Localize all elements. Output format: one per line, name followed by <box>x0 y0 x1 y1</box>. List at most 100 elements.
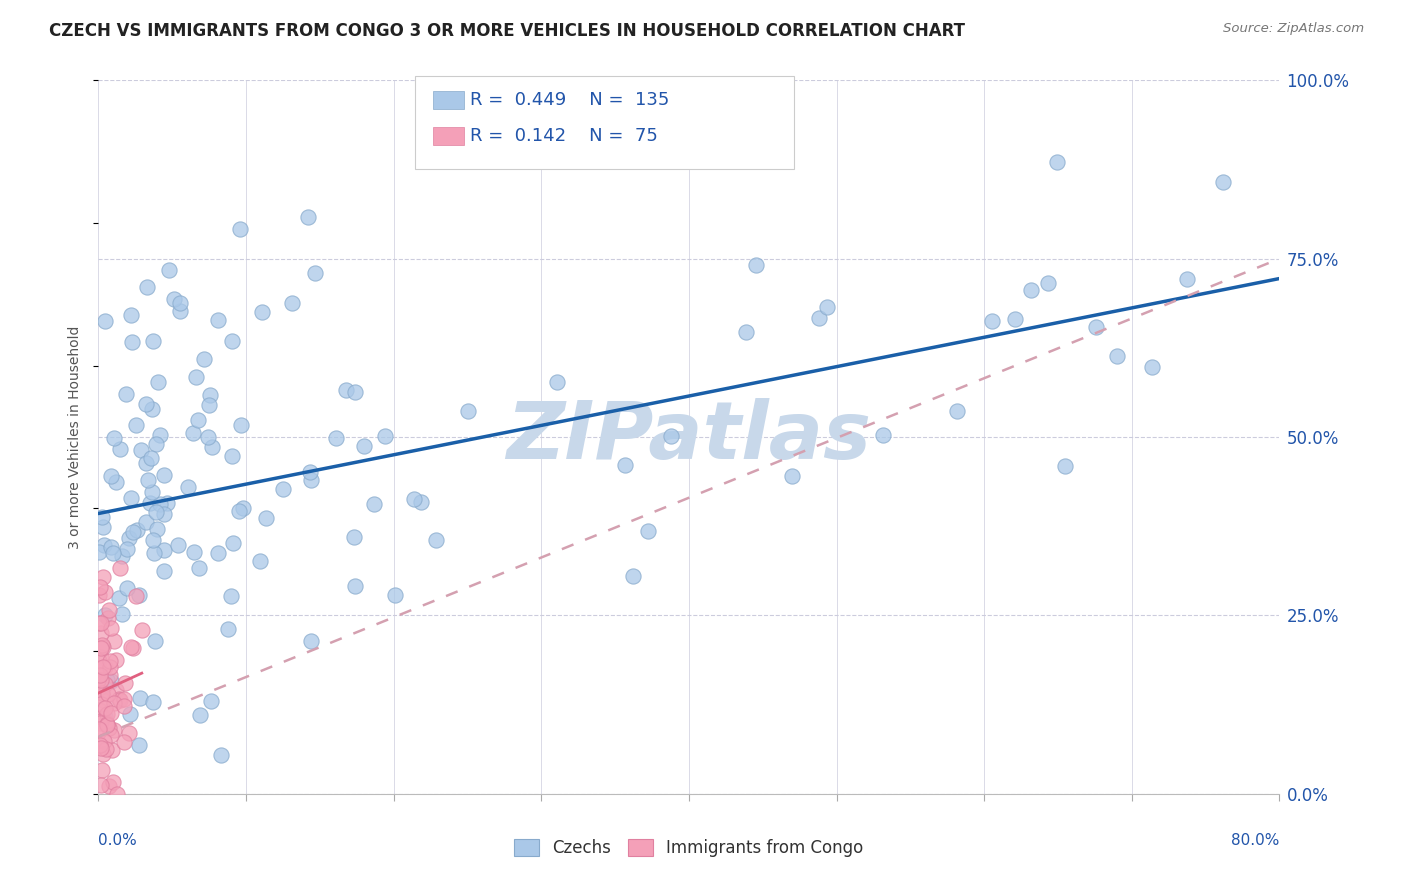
Legend: Czechs, Immigrants from Congo: Czechs, Immigrants from Congo <box>508 832 870 864</box>
Point <box>146 522 169 536</box>
Point <box>135 516 157 530</box>
Point <box>815 300 838 314</box>
Point <box>93 733 115 747</box>
Point <box>425 533 447 547</box>
Point <box>217 622 239 636</box>
Point <box>659 429 682 443</box>
Point <box>101 774 124 789</box>
Point <box>1019 283 1042 297</box>
Point <box>135 456 157 470</box>
Point <box>90 698 112 712</box>
Point <box>96 707 118 722</box>
Point <box>89 668 111 682</box>
Point <box>87 661 110 675</box>
Text: Source: ZipAtlas.com: Source: ZipAtlas.com <box>1223 22 1364 36</box>
Point <box>344 579 367 593</box>
Point <box>94 314 117 328</box>
Point <box>221 536 243 550</box>
Point <box>176 480 198 494</box>
Point <box>297 210 319 224</box>
Point <box>103 723 125 737</box>
Point <box>104 653 127 667</box>
Point <box>745 258 768 272</box>
Point <box>120 491 142 505</box>
Point <box>105 682 128 697</box>
Point <box>87 703 110 717</box>
Point <box>614 458 637 472</box>
Point <box>384 588 406 602</box>
Point <box>143 633 166 648</box>
Point <box>90 650 112 665</box>
Point <box>91 520 114 534</box>
Point <box>89 715 111 730</box>
Point <box>219 590 242 604</box>
Point <box>100 673 122 688</box>
Point <box>153 508 176 522</box>
Point <box>107 591 129 605</box>
Point <box>97 687 120 701</box>
Point <box>112 692 135 706</box>
Point <box>93 660 115 674</box>
Point <box>980 314 1002 328</box>
Point <box>145 436 167 450</box>
Point <box>90 684 112 698</box>
Point <box>91 764 114 778</box>
Point <box>87 663 110 677</box>
Point <box>103 431 125 445</box>
Point <box>90 616 112 631</box>
Point <box>153 467 176 482</box>
Point <box>1212 176 1234 190</box>
Point <box>136 473 159 487</box>
Point <box>187 413 209 427</box>
Point <box>122 524 145 539</box>
Point <box>197 430 219 444</box>
Point <box>94 677 117 691</box>
Point <box>114 676 136 690</box>
Point <box>90 673 112 687</box>
Point <box>186 369 208 384</box>
Point <box>197 398 219 412</box>
Point <box>157 262 180 277</box>
Point <box>128 588 150 602</box>
Point <box>121 335 143 350</box>
Text: R =  0.449    N =  135: R = 0.449 N = 135 <box>470 91 669 109</box>
Point <box>128 739 150 753</box>
Point <box>1140 360 1163 375</box>
Point <box>141 484 163 499</box>
Point <box>108 693 131 707</box>
Point <box>343 385 366 400</box>
Point <box>325 431 347 445</box>
Point <box>621 569 644 583</box>
Point <box>96 673 118 687</box>
Point <box>149 428 172 442</box>
Point <box>97 611 120 625</box>
Point <box>100 540 122 554</box>
Point <box>90 741 112 756</box>
Text: R =  0.142    N =  75: R = 0.142 N = 75 <box>470 127 658 145</box>
Point <box>335 383 357 397</box>
Point <box>89 580 111 594</box>
Point <box>188 561 211 575</box>
Point <box>281 295 304 310</box>
Point <box>89 738 111 752</box>
Point <box>100 743 122 757</box>
Point <box>120 308 142 322</box>
Point <box>112 735 135 749</box>
Point <box>138 496 160 510</box>
Point <box>125 417 148 432</box>
Point <box>735 325 758 339</box>
Point <box>108 561 131 575</box>
Point <box>169 304 191 318</box>
Point <box>156 496 179 510</box>
Point <box>105 787 128 801</box>
Point <box>141 402 163 417</box>
Point <box>87 615 110 630</box>
Point <box>91 570 114 584</box>
Point <box>143 546 166 560</box>
Point <box>90 710 112 724</box>
Point <box>149 498 172 512</box>
Point <box>90 625 112 640</box>
Point <box>103 633 125 648</box>
Point <box>209 747 232 762</box>
Point <box>91 640 114 654</box>
